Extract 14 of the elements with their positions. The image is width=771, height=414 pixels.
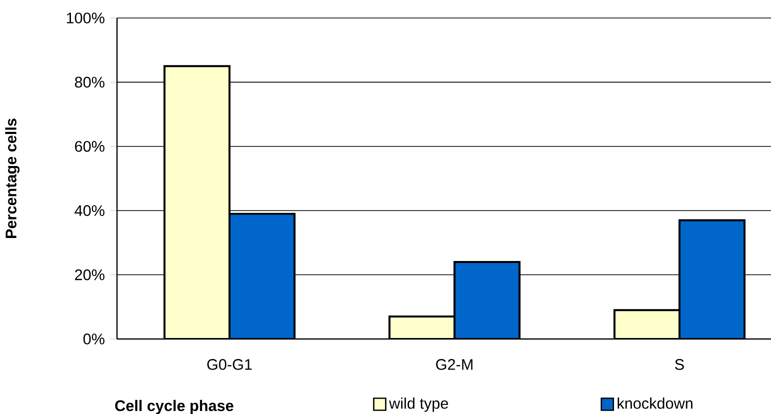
- x-tick-label: G0-G1: [207, 359, 252, 370]
- x-tick-label: G2-M: [436, 359, 472, 370]
- bar: [228, 212, 296, 339]
- y-tick-label: 80%: [74, 76, 104, 88]
- y-tick-label: 40%: [74, 205, 104, 216]
- x-tick-label: S: [675, 359, 684, 370]
- x-axis-title: Cell cycle phase: [115, 400, 234, 414]
- y-tick-label: 20%: [75, 269, 104, 280]
- y-tick-label: 0%: [83, 334, 104, 344]
- legend-label: knockdown: [618, 398, 692, 409]
- legend-label: wild type: [389, 398, 448, 412]
- y-tick-label: 60%: [75, 140, 104, 152]
- y-axis-title: Percentage cells: [5, 118, 20, 238]
- y-tick-label: 100%: [66, 12, 104, 24]
